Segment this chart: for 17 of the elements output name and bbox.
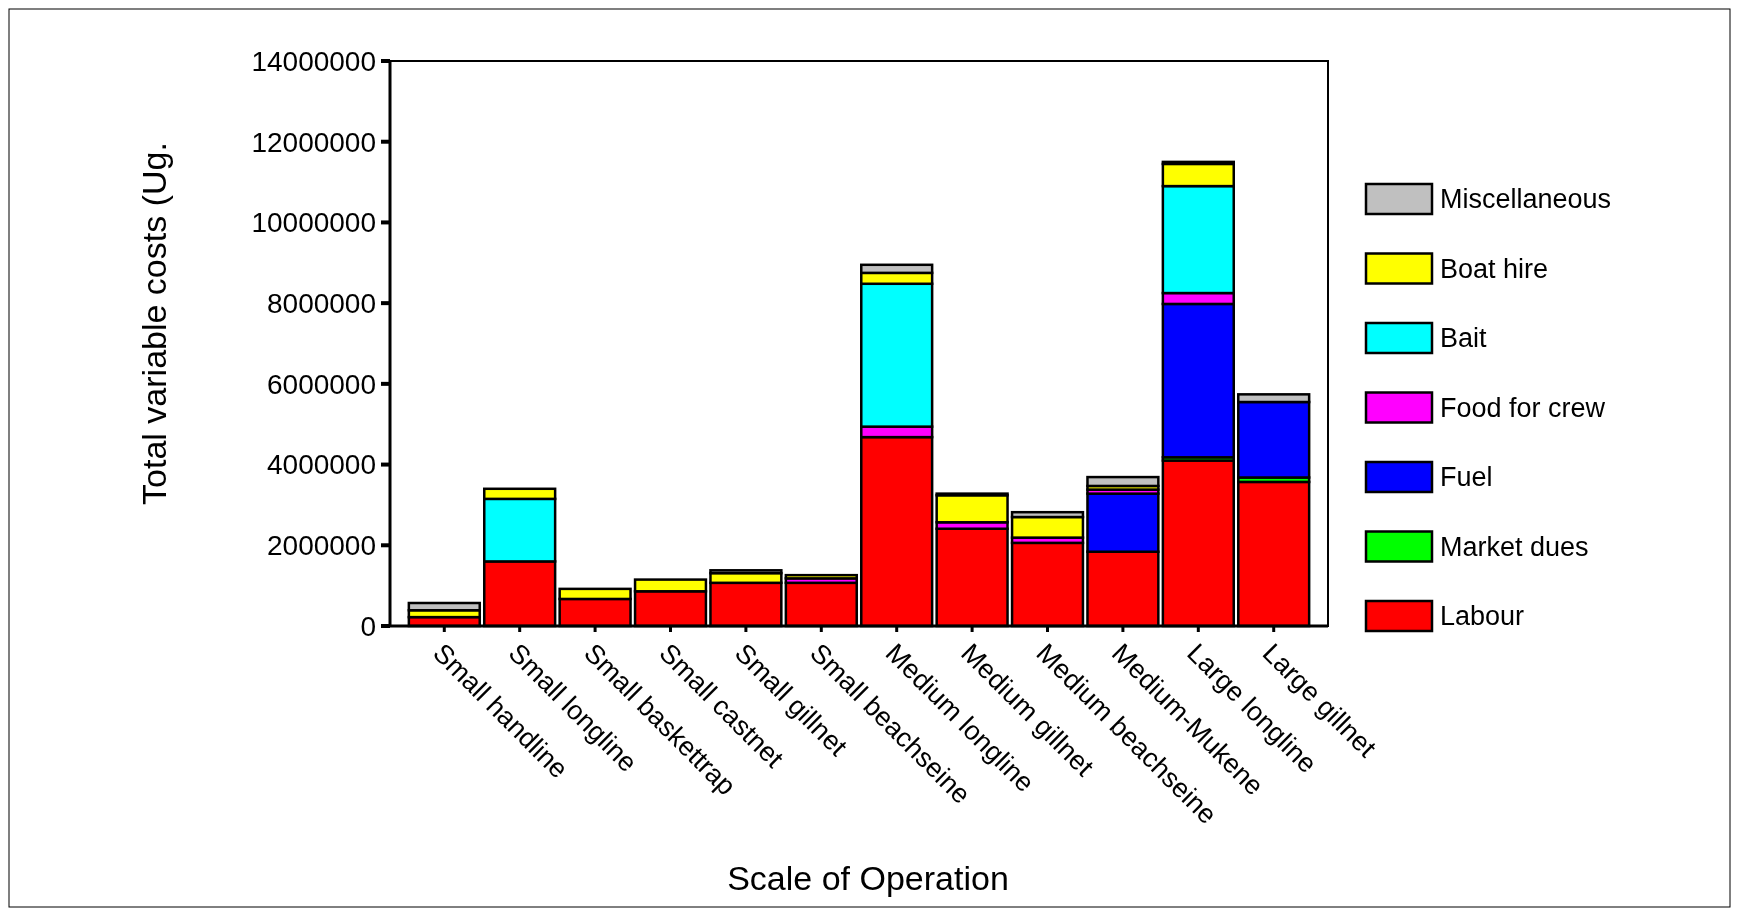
y-tick-label: 2000000 [266,530,376,562]
x-axis-title: Scale of Operation [727,859,1009,897]
legend-label: Miscellaneous [1440,184,1612,215]
y-tick-label: 6000000 [266,368,376,400]
y-tick-label: 12000000 [251,126,376,158]
y-tick-label: 8000000 [266,287,376,319]
legend-label: Labour [1440,601,1525,632]
legend-label: Boat hire [1440,253,1549,284]
legend-label: Bait [1440,323,1488,354]
legend-label: Food for crew [1440,392,1606,423]
y-tick-label: 4000000 [266,449,376,481]
y-axis-title: Total variable costs (Ug. [135,142,173,505]
legend-label: Fuel [1440,462,1493,493]
y-tick-label: 0 [360,610,376,642]
legend-label: Market dues [1440,531,1589,562]
y-tick-label: 14000000 [251,45,376,77]
y-tick-label: 10000000 [251,207,376,239]
